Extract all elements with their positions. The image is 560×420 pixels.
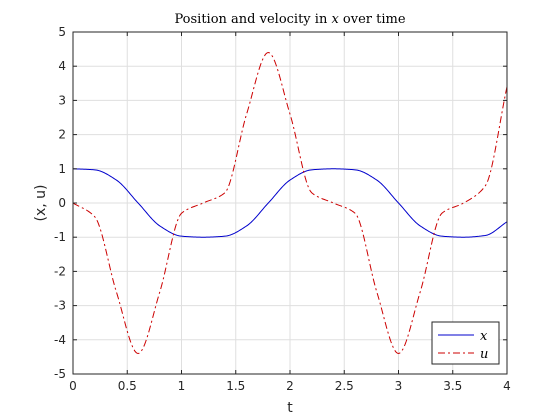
chart-title: Position and velocity in x over time bbox=[174, 12, 405, 27]
series-line-x bbox=[72, 168, 508, 238]
legend-box bbox=[431, 321, 500, 365]
y-axis-label: (x, u) bbox=[33, 185, 49, 222]
x-tick-label: 3.5 bbox=[443, 379, 462, 393]
x-tick-label: 2 bbox=[286, 379, 294, 393]
y-tick-label: 3 bbox=[58, 93, 66, 107]
ticks bbox=[72, 31, 508, 375]
y-tick-label: -3 bbox=[54, 299, 66, 313]
y-tick-label: 4 bbox=[58, 59, 66, 73]
y-tick-label: -4 bbox=[54, 333, 66, 347]
x-tick-label: 1.5 bbox=[226, 379, 245, 393]
tick-labels: 0 0.5 1 1.5 2 2.5 3 3.5 4 5 4 3 2 1 0 -1 -2 -3 -4 -5 bbox=[54, 25, 511, 393]
series-line-u bbox=[72, 52, 508, 354]
y-tick-label: 0 bbox=[58, 196, 66, 210]
x-tick-label: 0.5 bbox=[118, 379, 137, 393]
x-tick-label: 4 bbox=[503, 379, 511, 393]
x-tick-label: 2.5 bbox=[335, 379, 354, 393]
title-suffix: over time bbox=[339, 12, 406, 27]
y-tick-label: -5 bbox=[54, 367, 66, 381]
x-axis-label: t bbox=[287, 400, 293, 416]
y-tick-label: 2 bbox=[58, 128, 66, 142]
x-tick-label: 0 bbox=[69, 379, 77, 393]
title-prefix: Position and velocity in bbox=[174, 12, 331, 27]
legend-label-x: x bbox=[480, 329, 488, 344]
y-tick-label: -2 bbox=[54, 264, 66, 278]
legend: x u bbox=[431, 321, 500, 365]
x-tick-label: 1 bbox=[178, 379, 186, 393]
title-variable: x bbox=[331, 12, 339, 27]
y-tick-label: 5 bbox=[58, 25, 66, 39]
series-layer bbox=[72, 52, 508, 354]
y-tick-label: 1 bbox=[58, 162, 66, 176]
y-tick-label: -1 bbox=[54, 230, 66, 244]
x-tick-label: 3 bbox=[395, 379, 403, 393]
legend-label-u: u bbox=[480, 347, 488, 362]
